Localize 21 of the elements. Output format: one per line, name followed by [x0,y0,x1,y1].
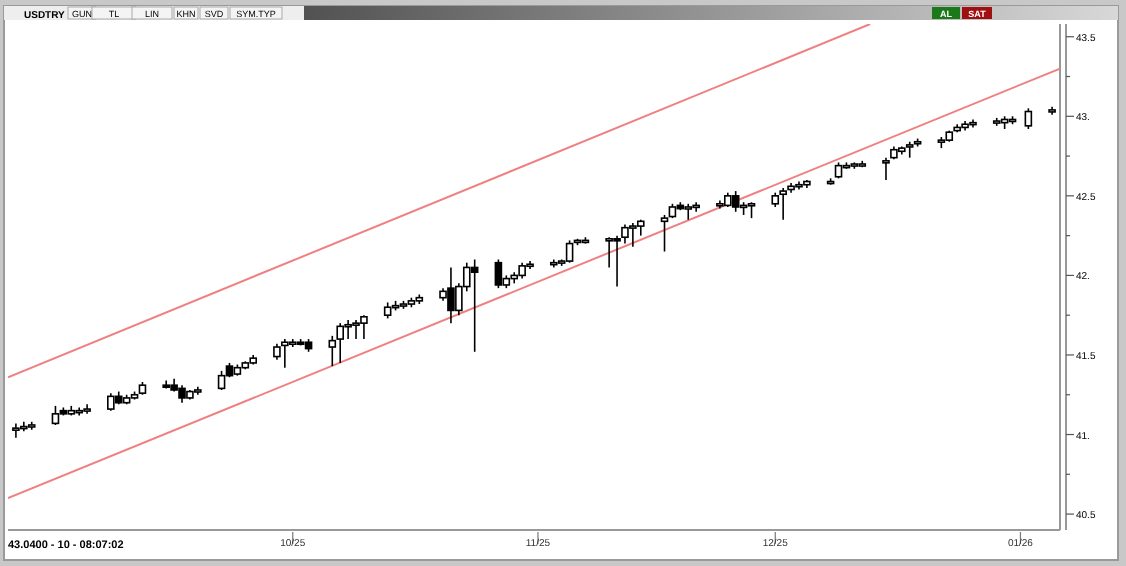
candlestick [360,314,368,340]
candlestick [51,405,60,426]
candlestick [281,338,289,369]
candlestick [731,190,740,213]
candlestick [494,258,503,289]
candlestick [905,140,914,159]
candlestick [779,187,787,221]
candlestick [660,214,669,253]
candlestick [12,422,20,439]
candlestick [447,266,455,324]
candlestick [605,236,613,269]
candlestick [470,258,479,353]
candlestick [629,222,637,248]
candlestick [336,322,345,364]
candlestick [1024,107,1033,130]
candlestick [565,239,574,264]
candlestick [692,201,700,213]
candlestick [684,203,693,221]
candlestick [217,370,226,391]
candlestick [352,319,360,340]
candlestick [882,156,890,181]
